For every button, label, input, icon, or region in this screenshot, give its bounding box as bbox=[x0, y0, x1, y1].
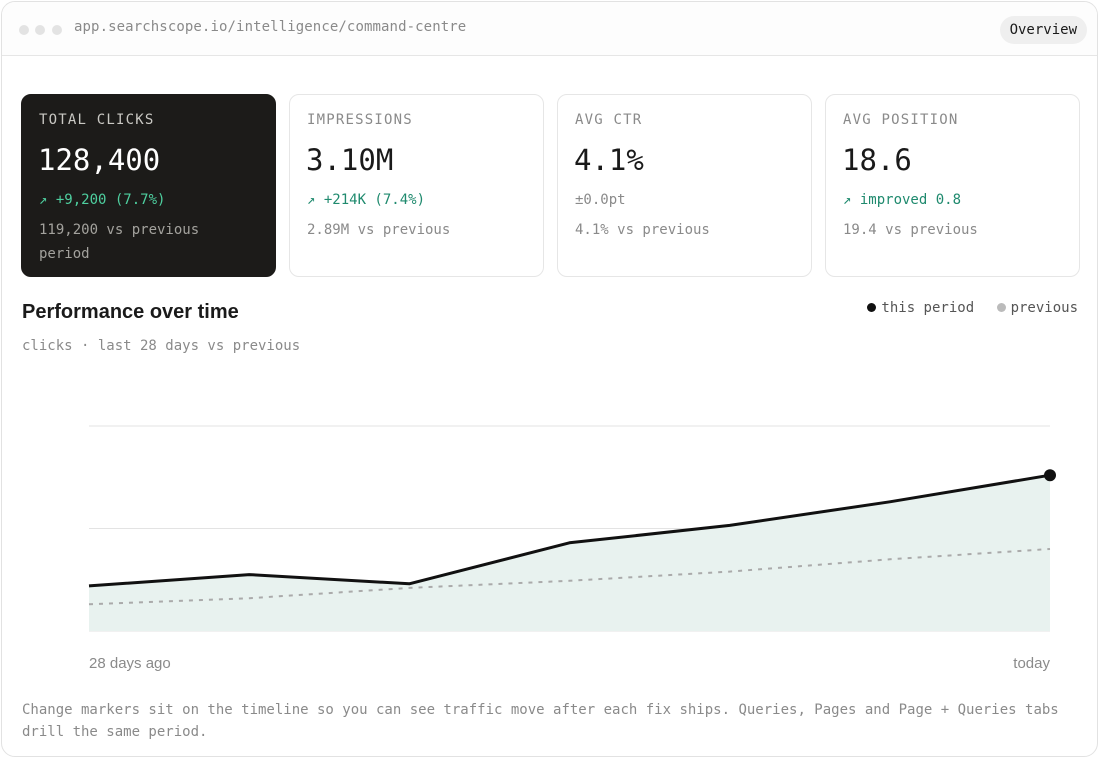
metric-delta: ↗ +9,200 (7.7%) bbox=[39, 192, 166, 208]
metric-card-impressions[interactable]: IMPRESSIONS 3.10M ↗ +214K (7.4%) 2.89M v… bbox=[289, 94, 544, 277]
x-axis-end-label: today bbox=[1013, 655, 1050, 672]
this-period-series-line bbox=[88, 473, 1051, 588]
metric-value: 128,400 bbox=[38, 143, 161, 177]
legend-item-previous[interactable]: previous bbox=[996, 300, 1078, 316]
latest-point-marker[interactable] bbox=[1044, 469, 1056, 482]
tab-overview[interactable]: Overview bbox=[999, 16, 1087, 44]
address-bar-url[interactable]: app.searchscope.io/intelligence/command-… bbox=[74, 19, 467, 35]
section-subtitle: clicks · last 28 days vs previous bbox=[22, 338, 301, 354]
metric-card-avg-ctr[interactable]: AVG CTR 4.1% ±0.0pt 4.1% vs previous bbox=[557, 94, 812, 277]
performance-chart[interactable]: 28 days ago today bbox=[2, 362, 1098, 682]
window-close-dot[interactable] bbox=[19, 25, 29, 35]
metric-label: TOTAL CLICKS bbox=[39, 112, 155, 128]
legend-label: previous bbox=[1010, 300, 1078, 316]
metric-delta: ±0.0pt bbox=[575, 192, 626, 208]
metric-delta: ↗ improved 0.8 bbox=[843, 192, 962, 208]
metric-label: IMPRESSIONS bbox=[307, 112, 413, 128]
metric-previous: 2.89M vs previous bbox=[307, 222, 451, 238]
title-bar: app.searchscope.io/intelligence/command-… bbox=[2, 2, 1097, 56]
metric-previous: 119,200 vs previous period bbox=[39, 222, 200, 262]
metric-value: 18.6 bbox=[842, 143, 912, 177]
metric-label: AVG CTR bbox=[575, 112, 643, 128]
chart-legend: this period previous bbox=[853, 300, 1078, 316]
metric-previous: 4.1% vs previous bbox=[575, 222, 710, 238]
legend-item-this-period[interactable]: this period bbox=[867, 300, 974, 316]
section-title: Performance over time bbox=[22, 301, 239, 323]
metric-card-avg-position[interactable]: AVG POSITION 18.6 ↗ improved 0.8 19.4 vs… bbox=[825, 94, 1080, 277]
metric-previous: 19.4 vs previous bbox=[843, 222, 978, 238]
metric-label: AVG POSITION bbox=[843, 112, 959, 128]
metric-value: 4.1% bbox=[574, 143, 644, 177]
window-maximize-dot[interactable] bbox=[52, 25, 62, 35]
x-axis-start-label: 28 days ago bbox=[89, 655, 171, 672]
previous-series-line bbox=[88, 548, 1051, 606]
metric-value: 3.10M bbox=[306, 143, 394, 177]
legend-label: this period bbox=[881, 300, 975, 316]
window-minimize-dot[interactable] bbox=[35, 25, 45, 35]
metric-delta: ↗ +214K (7.4%) bbox=[307, 192, 426, 208]
metric-card-total-clicks[interactable]: TOTAL CLICKS 128,400 ↗ +9,200 (7.7%) 119… bbox=[21, 94, 276, 277]
footnote-text: Change markers sit on the timeline so yo… bbox=[22, 702, 1059, 740]
legend-swatch-icon bbox=[996, 303, 1006, 312]
legend-swatch-icon bbox=[867, 303, 877, 312]
